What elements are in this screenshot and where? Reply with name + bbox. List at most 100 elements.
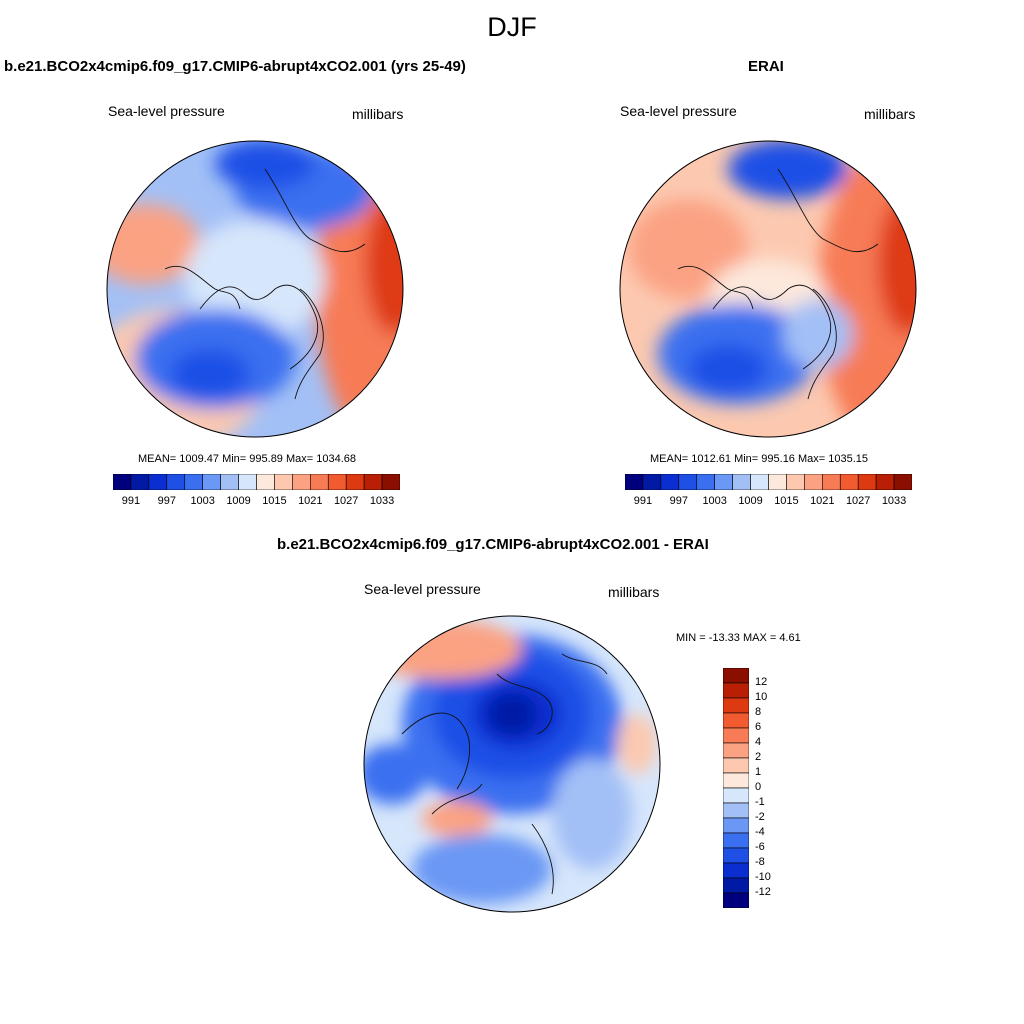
- colorbar-bin: [723, 802, 749, 819]
- colorbar-bin: [723, 877, 749, 894]
- colorbar-bin: [148, 474, 168, 490]
- colorbar-tick-label: 12: [755, 676, 768, 688]
- colorbar-tick-label: 1015: [774, 495, 799, 507]
- colorbar-tick-label: 1021: [298, 495, 323, 507]
- colorbar-tick-label: 2: [755, 751, 762, 763]
- colorbar-bin: [723, 787, 749, 804]
- panel2-stats: MEAN= 1012.61 Min= 995.16 Max= 1035.15: [650, 453, 869, 465]
- colorbar-bin: [723, 847, 749, 864]
- colorbar-bin: [381, 474, 400, 490]
- colorbar-bin: [723, 727, 749, 744]
- colorbar-tick-label: 997: [157, 495, 176, 507]
- colorbar-bin: [166, 474, 186, 490]
- colorbar-tick-label: 4: [755, 736, 762, 748]
- colorbar-tick-label: 1003: [702, 495, 727, 507]
- colorbar-tick-label: 1015: [262, 495, 287, 507]
- colorbar-bin: [857, 474, 877, 490]
- map-boundary: [363, 615, 661, 913]
- colorbar-bin: [714, 474, 733, 490]
- colorbar-bin: [642, 474, 662, 490]
- panel3-units-label: millibars: [608, 584, 660, 600]
- map-boundary: [619, 140, 917, 438]
- colorbar-tick-label: 1: [755, 766, 762, 778]
- colorbar-tick-label: -4: [755, 826, 765, 838]
- colorbar-bin: [723, 682, 749, 699]
- panel2-variable-label: Sea-level pressure: [620, 103, 737, 119]
- colorbar-bin: [723, 817, 749, 834]
- colorbar-bin: [723, 892, 749, 908]
- colorbar-bin: [202, 474, 221, 490]
- colorbar-tick-label: 1021: [810, 495, 835, 507]
- colorbar-bin: [310, 474, 329, 490]
- colorbar-bin: [723, 832, 749, 849]
- panel2-polar-map: [619, 140, 917, 438]
- page-title: DJF: [487, 12, 537, 42]
- colorbar-tick-label: 8: [755, 706, 762, 718]
- colorbar-tick-label: 991: [633, 495, 653, 507]
- colorbar-bin: [723, 697, 749, 714]
- panel1-units-label: millibars: [352, 106, 404, 122]
- coastlines: [401, 653, 608, 895]
- colorbar-bin: [723, 712, 749, 729]
- panel1-stats: MEAN= 1009.47 Min= 995.89 Max= 1034.68: [138, 453, 357, 465]
- colorbar-bin: [786, 474, 805, 490]
- colorbar-bin: [625, 474, 644, 490]
- colorbar-tick-label: 10: [755, 691, 768, 703]
- colorbar-bin: [839, 474, 859, 490]
- colorbar-tick-label: -12: [755, 886, 771, 898]
- colorbar-bin: [678, 474, 698, 490]
- panel1-title: b.e21.BCO2x4cmip6.f09_g17.CMIP6-abrupt4x…: [4, 58, 466, 75]
- colorbar-bin: [723, 862, 749, 879]
- colorbar-bin: [363, 474, 383, 490]
- panel1-colorbar: [113, 474, 400, 490]
- panel1-variable-label: Sea-level pressure: [108, 103, 225, 119]
- colorbar-bin: [723, 668, 749, 684]
- panel3-variable-label: Sea-level pressure: [364, 581, 481, 597]
- colorbar-bin: [327, 474, 347, 490]
- colorbar-tick-label: -2: [755, 811, 765, 823]
- panel1-polar-map: [106, 140, 404, 438]
- colorbar-bin: [238, 474, 257, 490]
- map-boundary: [106, 140, 404, 438]
- colorbar-bin: [723, 757, 749, 774]
- colorbar-tick-label: -1: [755, 796, 765, 808]
- colorbar-tick-label: 1009: [226, 495, 251, 507]
- colorbar-bin: [875, 474, 895, 490]
- colorbar-bin: [723, 742, 749, 759]
- panel3-stats: MIN = -13.33 MAX = 4.61: [676, 632, 801, 644]
- colorbar-bin: [723, 772, 749, 789]
- colorbar-bin: [292, 474, 311, 490]
- colorbar-tick-label: 0: [755, 781, 762, 793]
- colorbar-tick-label: 1009: [738, 495, 763, 507]
- colorbar-tick-label: -10: [755, 871, 771, 883]
- colorbar-bin: [804, 474, 823, 490]
- colorbar-bin: [220, 474, 239, 490]
- colorbar-bin: [893, 474, 912, 490]
- colorbar-bin: [750, 474, 769, 490]
- colorbar-tick-label: 1027: [845, 495, 871, 507]
- coastlines: [677, 168, 879, 400]
- colorbar-bin: [660, 474, 680, 490]
- colorbar-bin: [256, 474, 275, 490]
- colorbar-tick-label: -8: [755, 856, 765, 868]
- colorbar-tick-label: 1033: [881, 495, 907, 507]
- colorbar-bin: [113, 474, 132, 490]
- colorbar-tick-label: 997: [669, 495, 688, 507]
- panel3-polar-map: [363, 615, 661, 913]
- colorbar-bin: [768, 474, 787, 490]
- colorbar-tick-label: 1003: [190, 495, 215, 507]
- colorbar-tick-label: 6: [755, 721, 762, 733]
- panel2-colorbar: [625, 474, 912, 490]
- colorbar-bin: [696, 474, 715, 490]
- panel2-title: ERAI: [748, 58, 784, 75]
- colorbar-bin: [184, 474, 203, 490]
- colorbar-bin: [822, 474, 841, 490]
- colorbar-bin: [345, 474, 365, 490]
- colorbar-bin: [274, 474, 293, 490]
- colorbar-bin: [130, 474, 150, 490]
- coastlines: [164, 168, 366, 400]
- colorbar-tick-label: 1033: [369, 495, 395, 507]
- colorbar-bin: [732, 474, 751, 490]
- colorbar-tick-label: -6: [755, 841, 765, 853]
- colorbar-tick-label: 1027: [333, 495, 359, 507]
